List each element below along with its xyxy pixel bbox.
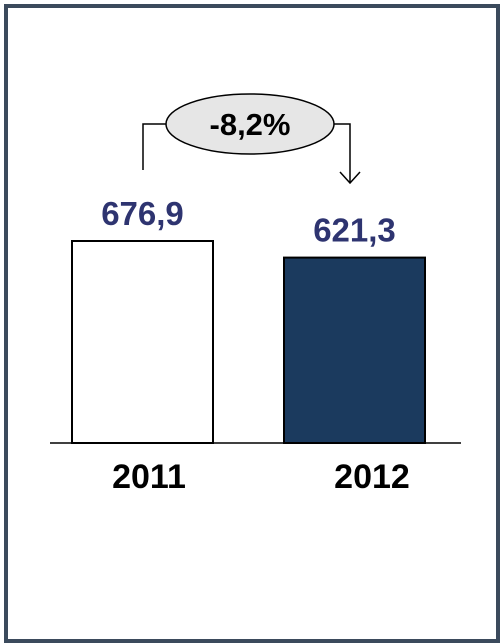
change-label: -8,2%	[210, 107, 291, 142]
change-annotation: -8,2%	[142, 93, 361, 185]
value-label-2011: 676,9	[101, 195, 184, 232]
change-arrow-icon	[339, 171, 361, 185]
change-bubble	[165, 93, 335, 155]
change-connector-line	[142, 123, 351, 182]
bar-2012	[283, 256, 426, 444]
value-label-2012: 621,3	[313, 212, 396, 249]
category-label-2012: 2012	[334, 458, 410, 496]
category-label-2011: 2011	[112, 458, 186, 496]
bar-2011	[71, 240, 214, 444]
